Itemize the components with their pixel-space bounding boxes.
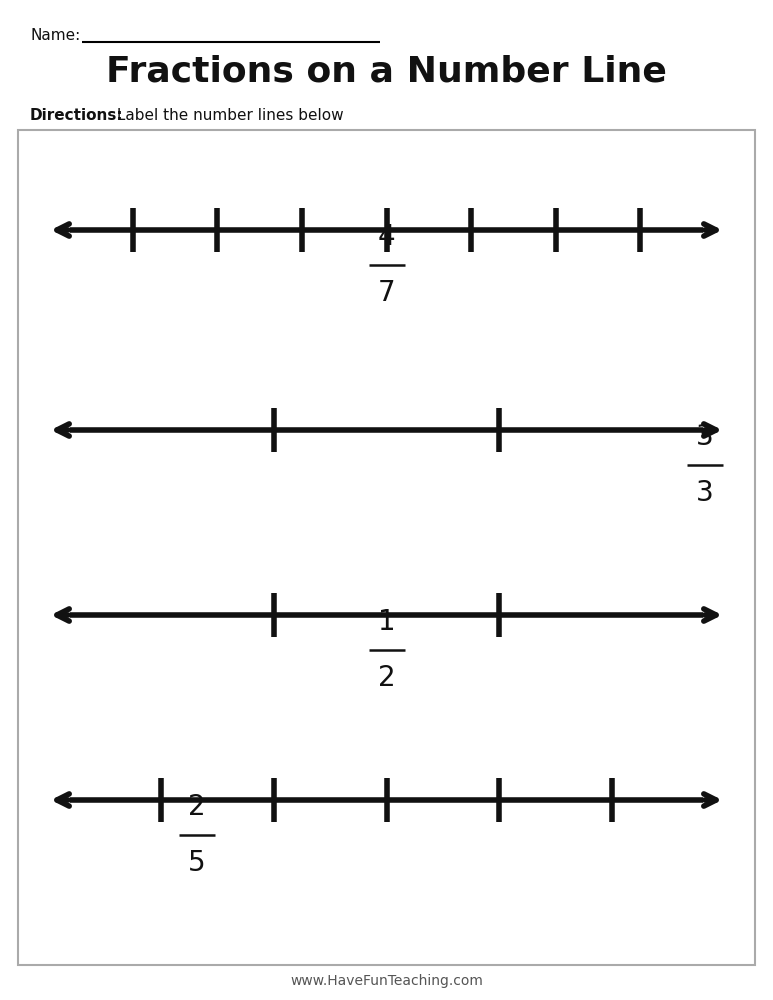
- Text: 1: 1: [378, 608, 395, 636]
- Text: 3: 3: [696, 479, 714, 507]
- Text: 3: 3: [696, 423, 714, 451]
- Text: 2: 2: [188, 793, 206, 821]
- Text: Directions:: Directions:: [30, 108, 124, 123]
- Text: 7: 7: [378, 279, 395, 307]
- Text: 2: 2: [378, 664, 395, 692]
- Text: 4: 4: [378, 223, 395, 251]
- Text: www.HaveFunTeaching.com: www.HaveFunTeaching.com: [290, 974, 483, 988]
- Text: 5: 5: [188, 849, 206, 877]
- Text: Fractions on a Number Line: Fractions on a Number Line: [106, 55, 667, 89]
- Text: Name:: Name:: [30, 28, 80, 43]
- Bar: [18, 130, 755, 965]
- Text: Label the number lines below: Label the number lines below: [112, 108, 344, 123]
